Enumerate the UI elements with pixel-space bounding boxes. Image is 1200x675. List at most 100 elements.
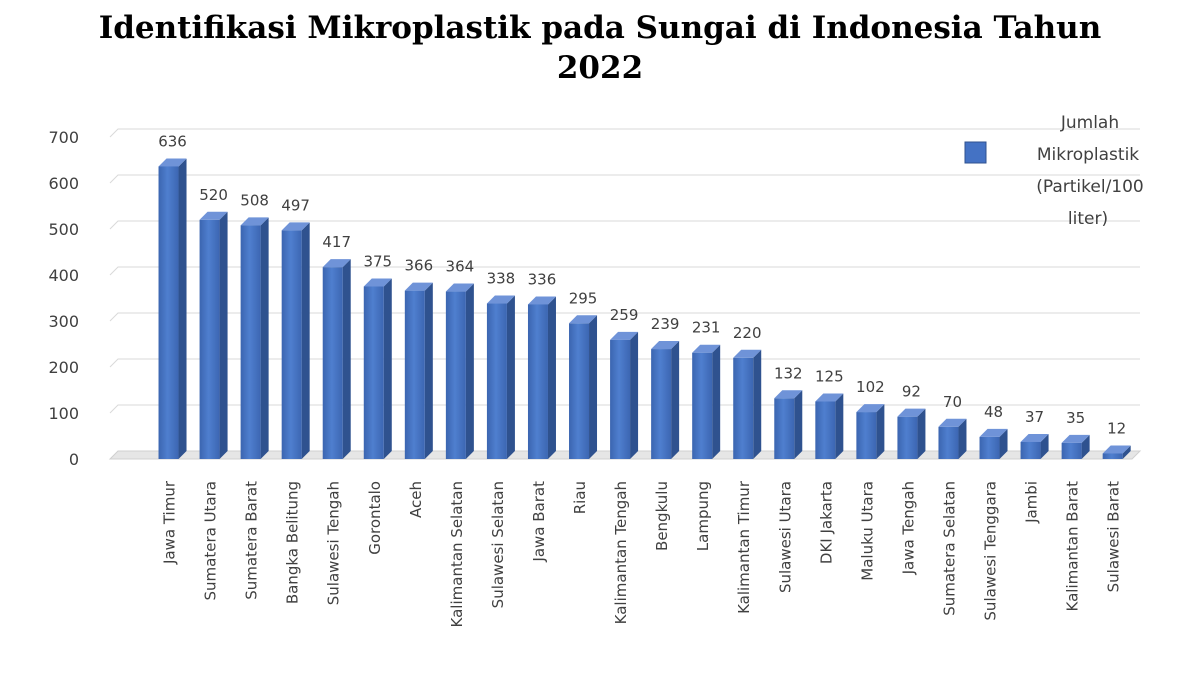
- x-tick-label: Kalimantan Selatan: [448, 481, 466, 627]
- y-tick-label: 400: [48, 266, 79, 285]
- legend-label: Jumlah: [1060, 113, 1119, 133]
- x-tick-label: Kalimantan Timur: [735, 480, 753, 614]
- bar-side: [547, 296, 556, 459]
- bar-top: [445, 283, 474, 292]
- data-label: 125: [815, 368, 844, 386]
- data-label: 417: [322, 233, 351, 251]
- bar-front: [363, 286, 384, 459]
- legend-item: Jumlah Mikroplastik (Partikel/100 liter): [964, 113, 1144, 229]
- bar-top: [363, 278, 392, 287]
- bar-side: [342, 259, 351, 459]
- x-tick-label: Riau: [571, 481, 589, 514]
- bar: [199, 211, 228, 459]
- y-tick-label: 0: [69, 450, 79, 469]
- bar-top: [733, 349, 762, 358]
- x-tick-label: Sulawesi Utara: [776, 481, 794, 593]
- data-label: 636: [158, 132, 187, 150]
- bar: [774, 390, 803, 459]
- bar: [651, 341, 680, 459]
- x-tick-label: Maluku Utara: [858, 481, 876, 581]
- bar: [938, 418, 967, 459]
- gridline: [109, 266, 1140, 276]
- bar-front: [733, 357, 754, 459]
- legend-label: liter): [1068, 209, 1108, 229]
- bar-side: [917, 408, 926, 459]
- data-label: 92: [902, 383, 921, 401]
- bar-top: [979, 428, 1008, 437]
- x-tick-label: Kalimantan Tengah: [612, 481, 630, 624]
- bar-top: [527, 296, 556, 305]
- gridline: [109, 358, 1140, 368]
- x-tick-label: Sulawesi Tenggara: [982, 481, 1000, 621]
- bar: [569, 315, 598, 459]
- y-tick-label: 700: [48, 128, 79, 147]
- x-tick-label: Sumatera Barat: [243, 481, 261, 600]
- x-tick-label: Sumatera Selatan: [940, 481, 958, 616]
- gridline: [109, 174, 1140, 184]
- data-label: 231: [692, 319, 721, 337]
- bar-side: [178, 158, 187, 459]
- x-tick-label: Bengkulu: [653, 481, 671, 551]
- y-axis: 0 100 200 300 400 500 600 700: [48, 128, 79, 469]
- bar-side: [219, 211, 228, 459]
- bar: [979, 428, 1008, 459]
- bar-side: [630, 331, 639, 459]
- bar-side: [589, 315, 598, 459]
- bar-side: [260, 217, 269, 459]
- x-tick-label: Gorontalo: [366, 481, 384, 555]
- legend-swatch: [964, 141, 987, 164]
- bar: [856, 404, 885, 459]
- bar: [527, 296, 556, 459]
- data-label: 336: [528, 270, 557, 288]
- bar-top: [158, 158, 187, 167]
- bar: [486, 295, 515, 459]
- bar: [404, 282, 433, 459]
- x-tick-label: Jawa Timur: [161, 480, 179, 565]
- bar: [445, 283, 474, 459]
- bar-front: [610, 339, 631, 459]
- bar-side: [424, 282, 433, 459]
- x-tick-label: Jambi: [1023, 481, 1041, 524]
- data-label: 132: [774, 364, 803, 382]
- legend: Jumlah Mikroplastik (Partikel/100 liter): [964, 113, 1144, 229]
- bar-side: [794, 390, 803, 459]
- gridline: [109, 312, 1140, 322]
- bar: [1061, 434, 1090, 459]
- bar-front: [938, 426, 959, 459]
- bar-top: [651, 341, 680, 350]
- bar-top: [692, 344, 721, 353]
- bars: [158, 158, 1131, 459]
- bar-top: [240, 217, 269, 226]
- legend-label: Mikroplastik: [1037, 145, 1139, 165]
- gridline: [109, 128, 1140, 138]
- data-label: 520: [199, 186, 228, 204]
- bar-top: [1020, 433, 1049, 442]
- bar-front: [1020, 441, 1041, 459]
- chart-title-line-1: Identifikasi Mikroplastik pada Sungai di…: [98, 10, 1102, 46]
- y-tick-label: 600: [48, 174, 79, 193]
- bar-top: [897, 408, 926, 417]
- bar-side: [506, 295, 515, 459]
- x-tick-label: Bangka Belitung: [284, 481, 302, 604]
- bar-front: [486, 303, 507, 459]
- bar-top: [569, 315, 598, 324]
- bar-front: [651, 349, 672, 459]
- bar-front: [158, 166, 179, 459]
- bar-side: [876, 404, 885, 459]
- chart-title-line-2: 2022: [556, 50, 644, 86]
- data-label: 295: [569, 289, 598, 307]
- data-labels: 636 520 508 497 417 375 366 364 338 336 295 259 239 2…: [158, 132, 1126, 437]
- data-label: 497: [281, 196, 310, 214]
- bar-front: [445, 291, 466, 459]
- bar-top: [486, 295, 515, 304]
- bar-top: [281, 222, 310, 231]
- bar-top: [610, 331, 639, 340]
- x-tick-label: Sulawesi Barat: [1105, 481, 1123, 592]
- y-tick-label: 500: [48, 220, 79, 239]
- bar-front: [404, 290, 425, 459]
- bar-top: [1102, 445, 1131, 454]
- gridline: [109, 220, 1140, 230]
- bar-front: [1061, 442, 1082, 459]
- bar-front: [692, 352, 713, 459]
